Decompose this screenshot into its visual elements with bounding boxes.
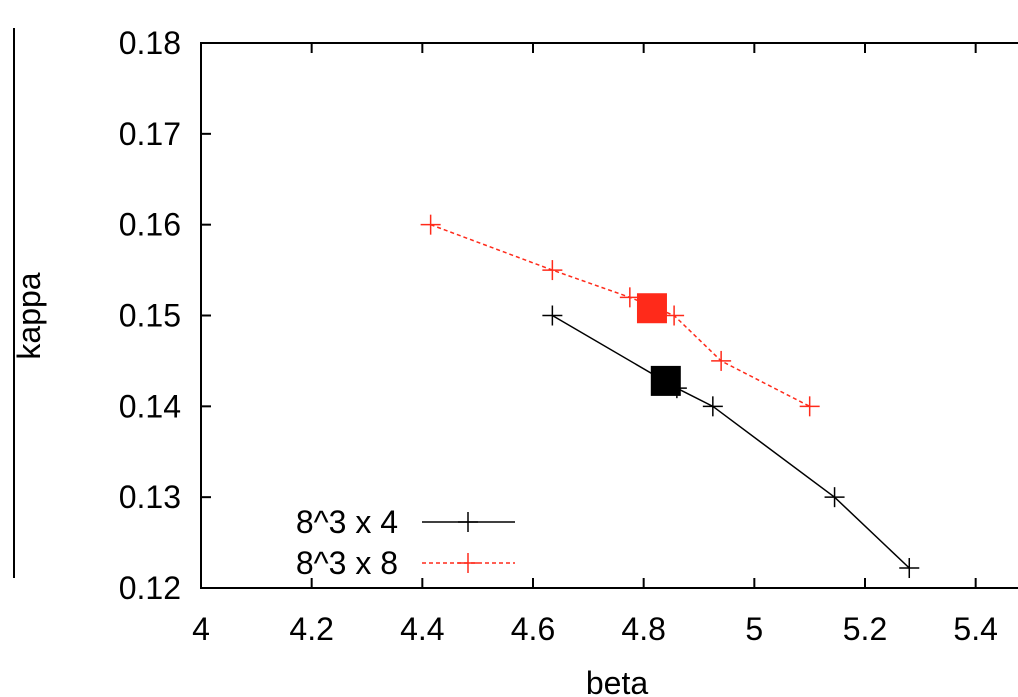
x-axis-label: beta [586, 665, 648, 697]
data-point [711, 350, 732, 371]
data-point [542, 260, 563, 281]
series-line-1 [551, 314, 910, 569]
data-point [664, 305, 685, 326]
legend-label: 8^3 x 8 [296, 545, 398, 581]
data-point [799, 396, 820, 417]
y-tick-label: 0.14 [119, 388, 181, 424]
x-tick-label: 4 [192, 611, 210, 647]
y-axis-label: kappa [11, 272, 47, 359]
x-axis-ticks: 4 4.2 4.4 4.6 4.8 5 5.2 5.4 [192, 43, 998, 647]
series-layer [420, 214, 920, 579]
x-tick-label: 4.2 [289, 611, 333, 647]
y-tick-label: 0.17 [119, 116, 181, 152]
y-tick-label: 0.16 [119, 207, 181, 243]
x-tick-label: 4.4 [400, 611, 444, 647]
data-point [542, 305, 563, 326]
y-tick-label: 0.12 [119, 570, 181, 606]
legend-marker [458, 512, 478, 532]
y-axis-ticks: 0.12 0.13 0.14 0.15 0.16 0.17 0.18 [119, 25, 211, 606]
y-tick-label: 0.15 [119, 298, 181, 334]
legend-marker [458, 553, 478, 573]
y-tick-label: 0.18 [119, 25, 181, 61]
x-tick-label: 4.6 [511, 611, 555, 647]
data-point [702, 396, 723, 417]
highlight-square-marker [636, 293, 667, 324]
x-tick-label: 4.8 [621, 611, 665, 647]
x-tick-label: 5 [745, 611, 763, 647]
data-point [824, 487, 845, 508]
legend-label: 8^3 x 4 [296, 504, 398, 540]
data-point [420, 214, 441, 235]
x-tick-label: 5.2 [843, 611, 887, 647]
y-tick-label: 0.13 [119, 479, 181, 515]
series-line-2 [430, 223, 811, 408]
highlight-square-marker [650, 365, 681, 396]
data-point [899, 558, 920, 579]
x-tick-label: 5.4 [953, 611, 997, 647]
plot-frame [200, 42, 1018, 589]
data-point [619, 287, 640, 308]
legend: 8^3 x 4 8^3 x 8 [296, 504, 515, 581]
